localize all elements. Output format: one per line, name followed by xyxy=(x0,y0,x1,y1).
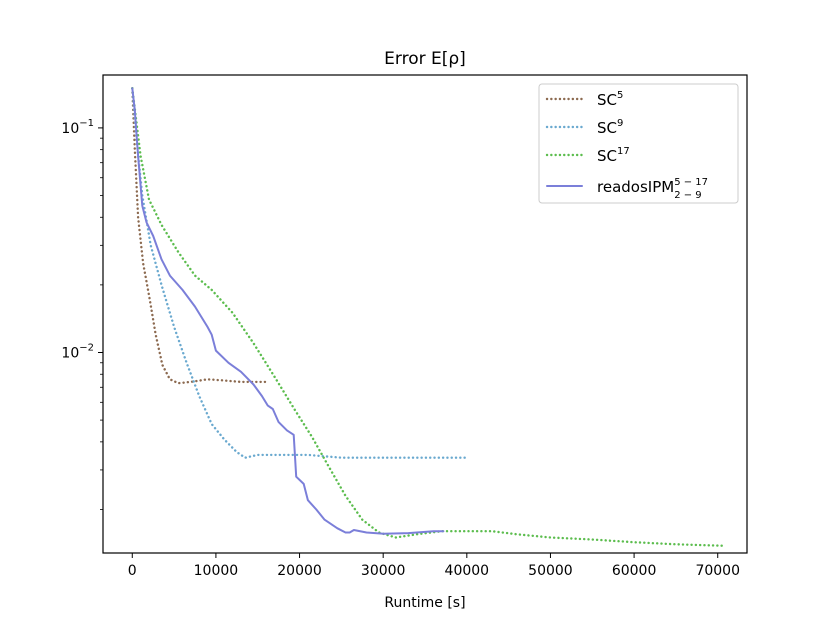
legend-label: readosIPM2 − 95 − 17 xyxy=(597,177,708,201)
x-tick-label: 60000 xyxy=(612,563,657,579)
x-tick-label: 10000 xyxy=(194,563,239,579)
legend-box xyxy=(538,83,739,204)
series-line-0 xyxy=(131,87,268,385)
x-tick-label: 50000 xyxy=(528,563,573,579)
x-axis: 0 10000 20000 30000 40000 50000 60000 70000 xyxy=(128,553,740,579)
chart-title: Error E[ρ] xyxy=(384,49,466,69)
series-line-2 xyxy=(131,87,724,547)
legend-label: SC17 xyxy=(597,146,630,165)
legend: SC5 SC9 SC17 readosIPM2 − 95 − 17 xyxy=(538,83,739,204)
x-tick-label: 20000 xyxy=(277,563,322,579)
plot-frame xyxy=(102,74,748,554)
x-tick-label: 40000 xyxy=(445,563,490,579)
y-tick-label: 10−1 xyxy=(61,118,94,137)
series-line-3 xyxy=(131,87,445,535)
x-tick-label: 0 xyxy=(128,563,137,579)
x-tick-label: 70000 xyxy=(695,563,740,579)
x-axis-label: Runtime [s] xyxy=(384,595,465,611)
y-tick-label: 10−2 xyxy=(61,342,94,361)
series-layer xyxy=(131,87,724,547)
x-tick-label: 30000 xyxy=(361,563,406,579)
legend-label: SC5 xyxy=(597,90,623,109)
series-line-1 xyxy=(131,87,468,459)
legend-label: SC9 xyxy=(597,118,623,137)
y-axis: 10−1 10−2 xyxy=(61,118,103,510)
